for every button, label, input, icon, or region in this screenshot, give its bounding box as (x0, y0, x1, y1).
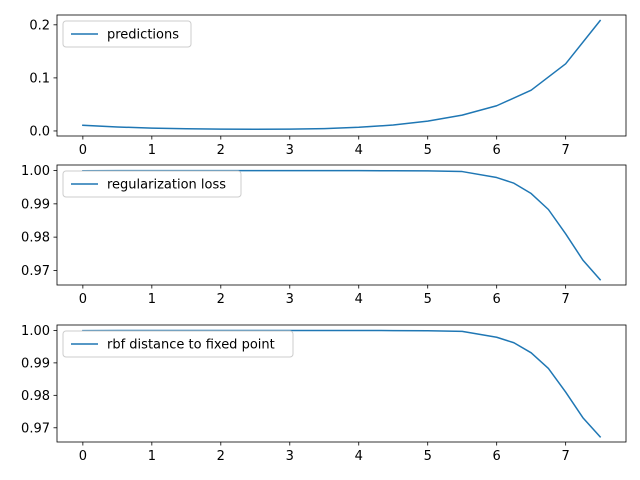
x-tick-label: 1 (148, 292, 156, 307)
axes-frame (56, 324, 627, 443)
x-tick-label: 6 (493, 292, 501, 307)
axes-frame (56, 14, 627, 137)
y-tick-label: 0.99 (21, 197, 50, 212)
y-tick-label: 0.98 (21, 231, 50, 246)
x-tick-label: 4 (355, 143, 363, 158)
y-tick-label: 1.00 (21, 164, 50, 179)
legend: rbf distance to fixed point (62, 330, 294, 358)
x-tick-label: 6 (493, 143, 501, 158)
x-tick-label: 7 (562, 292, 570, 307)
legend: predictions (62, 20, 192, 48)
x-tick-label: 0 (79, 143, 87, 158)
x-tick-label: 5 (424, 449, 432, 464)
y-tick-label: 0.97 (21, 421, 50, 436)
x-tick-label: 5 (424, 143, 432, 158)
x-tick-label: 2 (217, 449, 225, 464)
subplot-2: 0 1 2 3 4 5 6 7 0.97 0.98 0.99 1.00 regularization l… (21, 164, 627, 307)
x-tick-label: 1 (148, 143, 156, 158)
subplot-1: 0 1 2 3 4 5 6 7 0.0 0.1 0.2 predictions (29, 14, 627, 158)
x-tick-label: 6 (493, 449, 501, 464)
x-tick-label: 4 (355, 449, 363, 464)
axes-frame (56, 164, 627, 286)
y-tick-label: 0.0 (29, 124, 50, 139)
y-tick-label: 0.97 (21, 264, 50, 279)
x-tick-label: 3 (286, 143, 294, 158)
series-line-1 (82, 329, 602, 438)
x-tick-label: 7 (562, 143, 570, 158)
x-tick-label: 2 (217, 292, 225, 307)
x-tick-label: 0 (79, 449, 87, 464)
legend-box (62, 20, 192, 48)
legend-label: regularization loss (107, 178, 226, 193)
x-tick-label: 4 (355, 292, 363, 307)
series-line-1 (82, 19, 602, 131)
x-tick-label: 7 (562, 449, 570, 464)
y-tick-label: 0.1 (29, 71, 50, 86)
legend-box (62, 330, 294, 358)
x-tick-label: 0 (79, 292, 87, 307)
subplot-3: 0 1 2 3 4 5 6 7 0.97 0.98 0.99 1.00 rbf distance to … (21, 324, 627, 464)
legend-box (62, 170, 242, 198)
y-tick-label: 0.98 (21, 389, 50, 404)
x-tick-label: 1 (148, 449, 156, 464)
x-tick-label: 2 (217, 143, 225, 158)
y-tick-label: 0.99 (21, 356, 50, 371)
legend-label: rbf distance to fixed point (107, 338, 275, 353)
x-tick-label: 3 (286, 292, 294, 307)
x-tick-label: 3 (286, 449, 294, 464)
x-tick-label: 5 (424, 292, 432, 307)
legend: regularization loss (62, 170, 242, 198)
legend-label: predictions (107, 28, 179, 43)
y-tick-label: 1.00 (21, 324, 50, 339)
y-tick-label: 0.2 (29, 18, 50, 33)
